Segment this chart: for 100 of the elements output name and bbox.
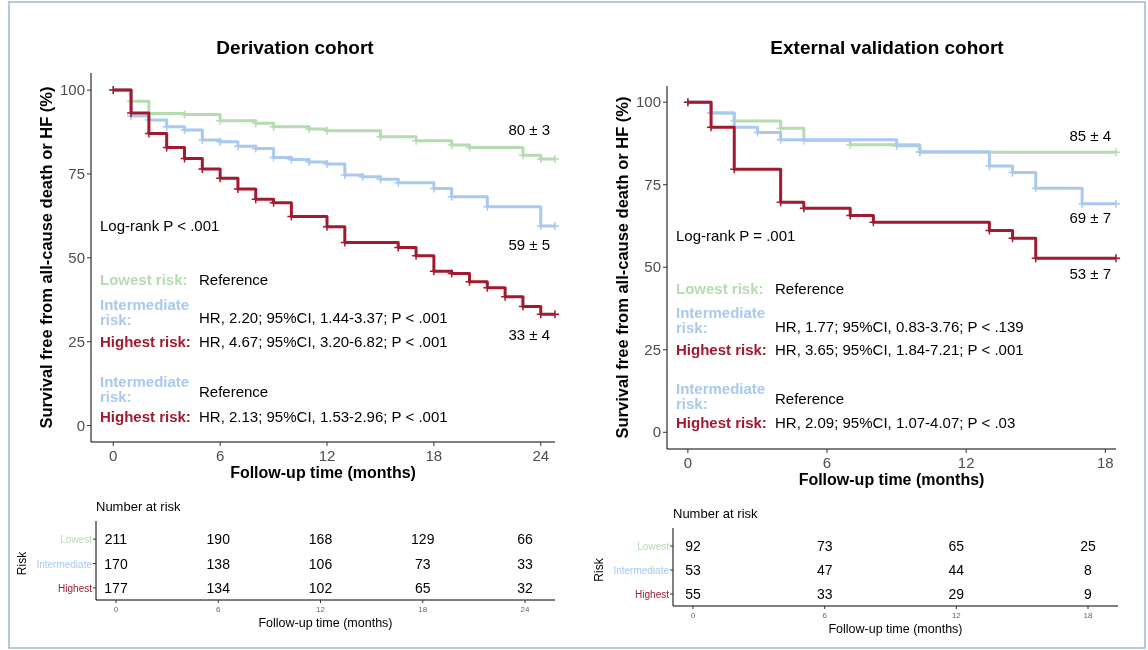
y-tick-label: Intermediate	[36, 558, 93, 570]
annotation: Reference	[775, 279, 845, 297]
data-label: 9	[1084, 586, 1093, 602]
chart-title: External validation cohort	[770, 37, 1005, 58]
annotation: 59 ± 5	[508, 236, 550, 254]
x-tick-label: 6	[822, 454, 832, 471]
x-axis-title: Follow-up time (months)	[230, 464, 416, 481]
annotation: HR, 2.13; 95%CI, 1.53-2.96; P < .001	[199, 407, 448, 425]
annotation: 33 ± 4	[508, 326, 550, 344]
y-tick-label: 50	[68, 248, 85, 266]
annotation: Highest risk:	[676, 340, 767, 358]
data-label: 168	[308, 531, 333, 548]
x-tick-label: 24	[520, 605, 530, 614]
data-label: 33	[517, 555, 533, 572]
annotation: Highest risk:	[100, 407, 191, 425]
x-axis-title: Follow-up time (months)	[828, 622, 963, 636]
x-tick-label: 18	[425, 447, 443, 464]
data-label: 44	[948, 562, 965, 578]
data-label: 65	[948, 538, 965, 554]
data-label: 66	[517, 531, 533, 548]
x-tick-label: 6	[822, 611, 828, 620]
annotation: Highest risk:	[100, 332, 191, 350]
y-tick-label: Highest	[635, 589, 670, 600]
chart-title: Derivation cohort	[216, 37, 375, 58]
y-tick-label: 100	[635, 93, 661, 111]
y-axis-title: Risk	[15, 550, 29, 576]
data-label: 33	[816, 586, 833, 602]
data-label: 129	[411, 531, 435, 548]
annotation: HR, 2.20; 95%CI, 1.44-3.37; P < .001	[199, 309, 448, 327]
data-label: 92	[685, 538, 701, 554]
x-tick-label: 0	[690, 611, 696, 620]
data-label: 211	[104, 531, 128, 548]
annotation: 69 ± 7	[1069, 209, 1111, 227]
annotation: Intermediate risk:	[676, 304, 766, 337]
x-tick-label: 12	[318, 447, 336, 464]
x-tick-label: 12	[957, 454, 975, 471]
data-label: 73	[816, 538, 833, 554]
annotation: Reference	[199, 270, 269, 288]
x-tick-label: 12	[951, 611, 962, 620]
x-tick-label: 24	[532, 447, 550, 464]
data-label: 177	[104, 579, 128, 596]
x-tick-label: 0	[683, 454, 693, 471]
annotation: Highest risk:	[676, 414, 767, 432]
x-tick-label: 0	[113, 605, 119, 614]
annotation: 53 ± 7	[1069, 265, 1111, 283]
y-tick-label: 25	[644, 340, 661, 358]
y-tick-label: 50	[644, 258, 661, 276]
chart-title: Number at risk	[96, 499, 182, 514]
annotation: HR, 3.65; 95%CI, 1.84-7.21; P < .001	[775, 340, 1024, 358]
data-label: 29	[948, 586, 965, 602]
annotation: Lowest risk:	[100, 270, 188, 288]
data-label: 25	[1080, 538, 1096, 554]
annotation: HR, 2.09; 95%CI, 1.07-4.07; P < .03	[775, 414, 1016, 432]
data-label: 102	[308, 579, 333, 596]
y-tick-label: 75	[644, 175, 661, 193]
annotation: 80 ± 3	[508, 121, 550, 139]
y-tick-label: Intermediate	[613, 565, 670, 576]
y-tick-label: 0	[76, 416, 85, 434]
x-axis-title: Follow-up time (months)	[798, 471, 985, 488]
annotation: Log-rank P = .001	[676, 226, 796, 244]
annotation: HR, 4.67; 95%CI, 3.20-6.82; P < .001	[199, 332, 448, 350]
x-axis-title: Follow-up time (months)	[258, 616, 393, 630]
x-tick-label: 6	[216, 605, 222, 614]
y-axis-title: Survival free from all-cause death or HF (%)	[37, 86, 55, 429]
y-axis-title: Risk	[592, 557, 606, 582]
annotation: Intermediate risk:	[100, 295, 190, 328]
data-label: 138	[206, 555, 231, 572]
annotation: HR, 1.77; 95%CI, 0.83-3.76; P < .139	[775, 317, 1024, 335]
y-tick-label: 75	[68, 164, 85, 182]
y-tick-label: 25	[68, 332, 85, 350]
x-tick-label: 0	[109, 447, 118, 464]
data-label: 190	[206, 531, 231, 548]
data-label: 106	[308, 555, 333, 572]
data-label: 134	[206, 579, 231, 596]
annotation: Intermediate risk:	[676, 380, 766, 413]
y-tick-label: Lowest	[637, 541, 670, 552]
y-axis-title: Survival free from all-cause death or HF (%)	[613, 96, 631, 439]
y-tick-label: 100	[59, 81, 85, 99]
annotation: Log-rank P < .001	[100, 217, 220, 234]
data-label: 55	[685, 586, 701, 602]
x-tick-label: 18	[418, 605, 428, 614]
x-tick-label: 18	[1096, 454, 1114, 471]
x-tick-label: 12	[316, 605, 326, 614]
data-label: 73	[414, 555, 431, 572]
annotation: Reference	[775, 390, 845, 408]
data-label: 47	[816, 562, 833, 578]
y-tick-label: 0	[652, 423, 661, 441]
annotation: Intermediate risk:	[100, 372, 190, 405]
x-tick-label: 18	[1083, 611, 1093, 620]
chart-title: Number at risk	[673, 506, 759, 521]
data-label: 32	[517, 579, 533, 596]
annotation: Lowest risk:	[676, 279, 764, 297]
y-tick-label: Lowest	[60, 534, 93, 546]
data-label: 53	[685, 562, 701, 578]
data-label: 65	[414, 579, 431, 596]
y-tick-label: Highest	[58, 582, 93, 594]
annotation: 85 ± 4	[1069, 127, 1111, 145]
annotation: Reference	[199, 383, 269, 401]
x-tick-label: 6	[215, 447, 225, 464]
data-label: 8	[1084, 562, 1093, 578]
